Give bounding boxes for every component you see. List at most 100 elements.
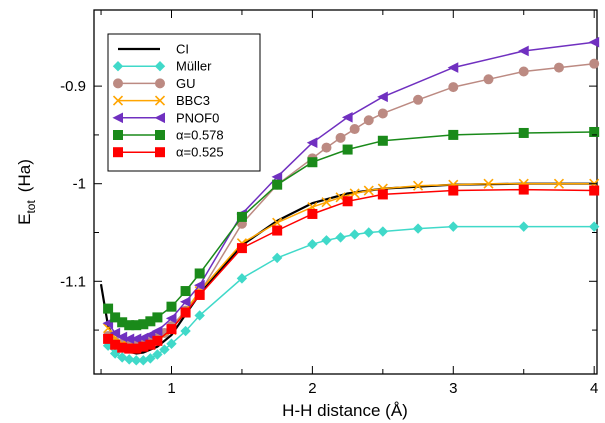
series-5 — [102, 36, 600, 345]
data-point — [588, 36, 600, 48]
data-point — [179, 296, 191, 308]
x-axis-title: H-H distance (Å) — [282, 401, 408, 420]
series-6 — [103, 126, 600, 331]
data-point — [124, 354, 135, 365]
data-point — [159, 344, 170, 355]
data-point — [589, 126, 600, 137]
data-point — [377, 189, 388, 200]
legend-marker — [154, 95, 166, 106]
legend-item: GU — [113, 76, 196, 91]
legend-marker — [112, 95, 124, 106]
legend-label: α=0.525 — [176, 145, 224, 160]
data-point — [377, 108, 388, 119]
data-point — [180, 286, 191, 297]
series-layer — [99, 36, 600, 366]
data-point — [335, 232, 346, 243]
legend-marker — [155, 147, 165, 158]
data-point — [448, 129, 459, 140]
legend-marker — [154, 112, 165, 124]
data-point — [412, 223, 424, 234]
y-tick-label: -0.9 — [60, 78, 86, 95]
data-point — [349, 229, 360, 240]
y-axis-title-subscript: tot — [24, 200, 38, 214]
data-point — [518, 127, 529, 138]
data-point — [194, 310, 205, 321]
data-point — [131, 355, 142, 366]
data-point — [194, 279, 205, 291]
legend-item: α=0.525 — [113, 145, 224, 160]
data-point — [272, 179, 283, 190]
data-point — [145, 353, 156, 364]
data-point — [306, 137, 318, 149]
data-point — [271, 252, 283, 264]
x-tick-label: 2 — [308, 380, 316, 397]
data-point — [321, 142, 332, 153]
series-line-7 — [107, 188, 595, 350]
x-tick-label: 4 — [590, 380, 598, 397]
legend-box — [107, 33, 261, 172]
data-point — [166, 324, 177, 335]
legend-item: CI — [118, 42, 189, 57]
legend-item: BBC3 — [112, 93, 210, 108]
data-point — [307, 208, 318, 219]
legend-marker — [155, 130, 165, 140]
legend-marker — [154, 60, 166, 72]
data-point — [413, 94, 424, 105]
data-point — [165, 313, 177, 324]
ticks-layer: 1 2 3 4 -0.9 -1 -1.1 — [60, 10, 598, 397]
legend-label: Müller — [176, 59, 212, 74]
x-tick-label: 3 — [449, 380, 457, 397]
series-7 — [103, 184, 600, 354]
data-point — [377, 135, 388, 146]
legend-label: α=0.578 — [176, 128, 224, 143]
data-point — [589, 185, 600, 196]
legend-marker — [113, 78, 123, 89]
data-point — [448, 82, 459, 93]
y-axis-title: Etot (Ha) — [15, 159, 38, 225]
data-point — [194, 268, 205, 279]
data-point — [518, 221, 529, 232]
x-tick-label: 1 — [167, 380, 175, 397]
data-point — [377, 226, 389, 237]
legend-marker — [112, 112, 123, 124]
legend: CI Müller GU BBC3 PNOF0 α=0.578 α=0.525 — [107, 33, 261, 172]
legend-marker — [113, 130, 123, 140]
data-point — [341, 112, 353, 123]
data-point — [307, 239, 318, 250]
legend-marker — [113, 147, 123, 158]
legend-marker — [112, 60, 124, 72]
data-point — [180, 307, 191, 318]
data-point — [152, 349, 163, 360]
data-point — [307, 157, 318, 168]
data-point — [363, 115, 374, 126]
data-point — [589, 58, 600, 69]
data-point — [103, 333, 114, 344]
data-point — [349, 124, 360, 135]
legend-label: BBC3 — [176, 93, 210, 108]
data-point — [518, 184, 529, 195]
data-point — [553, 62, 564, 73]
y-tick-label: -1.1 — [60, 273, 86, 290]
legend-label: GU — [176, 76, 196, 91]
data-point — [342, 144, 353, 155]
data-point — [483, 74, 494, 85]
y-axis-title-main: E — [15, 214, 34, 225]
y-axis-title-unit: (Ha) — [15, 159, 34, 192]
data-point — [448, 221, 459, 232]
data-point — [236, 243, 247, 254]
legend-item: PNOF0 — [112, 110, 219, 125]
data-point — [151, 325, 163, 337]
data-point — [588, 221, 600, 232]
legend-item: α=0.578 — [113, 128, 224, 143]
data-point — [321, 197, 332, 208]
data-point — [553, 178, 565, 189]
data-point — [236, 211, 247, 222]
data-point — [109, 327, 121, 339]
data-point — [166, 301, 177, 312]
data-point — [152, 335, 163, 346]
data-point — [518, 45, 529, 57]
data-point — [342, 196, 353, 207]
data-point — [518, 66, 529, 77]
data-point — [335, 132, 346, 143]
data-point — [321, 235, 332, 246]
